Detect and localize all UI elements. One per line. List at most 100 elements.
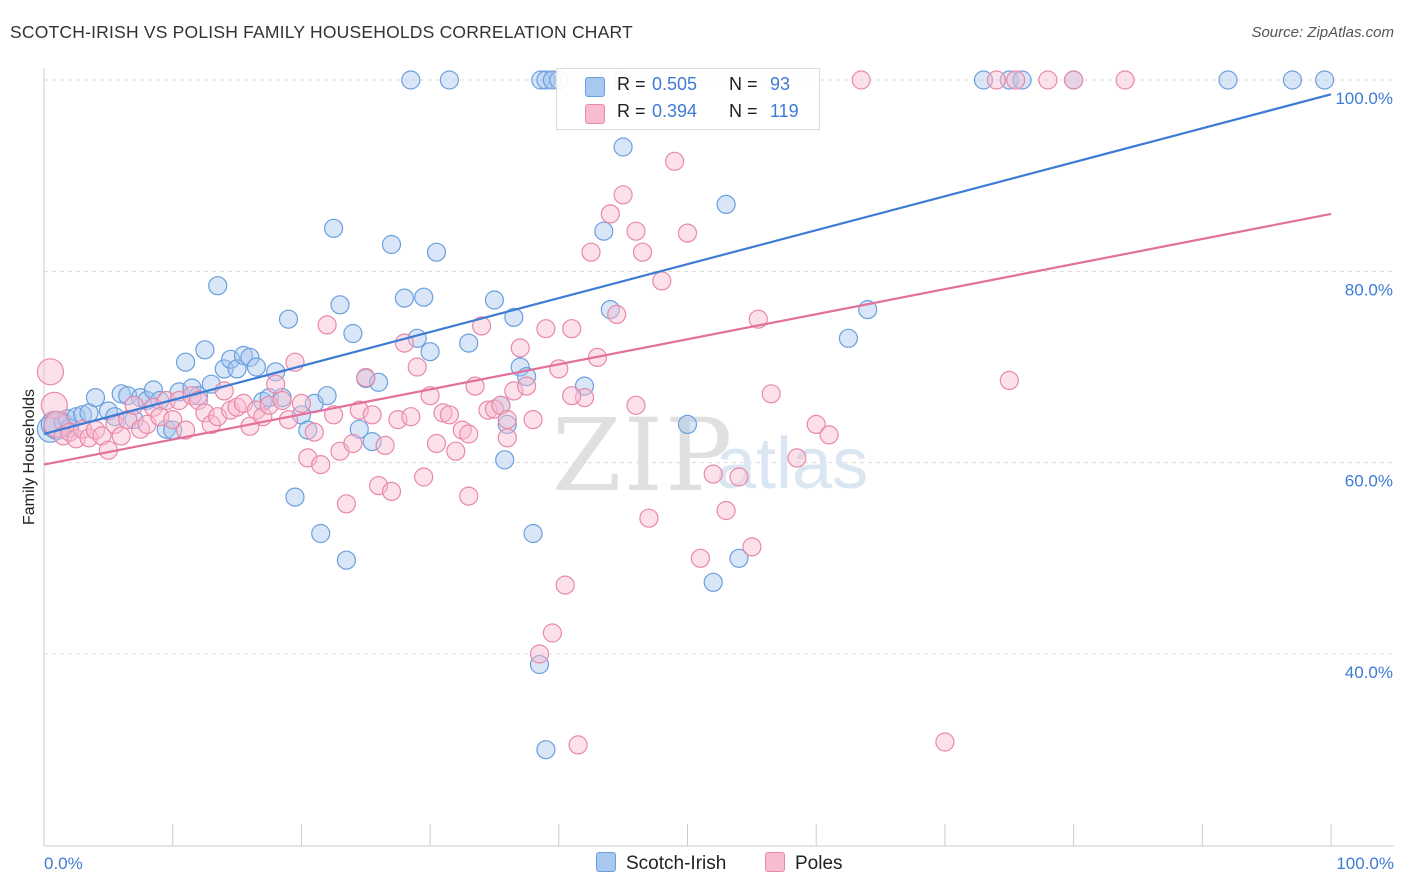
point-scotch-irish-53 xyxy=(381,234,402,255)
point-poles-111 xyxy=(1115,70,1135,90)
point-poles-9 xyxy=(92,426,112,446)
point-poles-42 xyxy=(304,422,324,442)
bottom-legend-label-poles: Poles xyxy=(795,853,843,874)
point-scotch-irish-57 xyxy=(414,287,434,307)
bottom-legend-label-scotch-irish: Scotch-Irish xyxy=(626,853,727,874)
legend-swatch-poles xyxy=(585,104,605,124)
watermark-zip: ZIP xyxy=(552,397,734,514)
point-poles-106 xyxy=(851,70,871,90)
point-poles-105 xyxy=(819,425,839,445)
point-poles-95 xyxy=(677,223,698,243)
x-tick-label-max: 100.0% xyxy=(1336,854,1394,873)
bottom-legend-scotch-irish: Scotch-Irish xyxy=(596,852,726,875)
point-scotch-irish-58 xyxy=(420,342,440,362)
point-poles-75 xyxy=(516,376,537,396)
trend-lines xyxy=(43,93,1332,466)
chart-title: SCOTCH-IRISH VS POLISH FAMILY HOUSEHOLDS… xyxy=(10,22,633,42)
point-poles-116 xyxy=(497,410,517,430)
point-scotch-irish-66 xyxy=(504,307,524,327)
point-scotch-irish-49 xyxy=(349,419,369,439)
point-scotch-irish-79 xyxy=(613,137,633,157)
point-poles-108 xyxy=(1006,70,1026,90)
legend-r-value-poles: 0.394 xyxy=(652,101,698,121)
point-poles-2 xyxy=(43,410,71,438)
point-poles-91 xyxy=(632,242,653,262)
point-poles-82 xyxy=(562,319,582,339)
point-poles-102 xyxy=(761,384,781,404)
point-scotch-irish-87 xyxy=(1012,70,1032,90)
x-tick-marks xyxy=(43,824,1332,846)
point-poles-72 xyxy=(497,428,517,448)
point-poles-114 xyxy=(626,395,646,415)
point-poles-87 xyxy=(600,204,620,224)
point-poles-37 xyxy=(272,390,292,411)
legend-r-label: R = xyxy=(617,101,646,121)
point-scotch-irish-90 xyxy=(1314,70,1335,90)
point-poles-12 xyxy=(111,426,131,446)
point-poles-83 xyxy=(568,735,588,755)
point-poles-43 xyxy=(311,455,331,475)
grid-lines xyxy=(44,79,1394,655)
point-scotch-irish-12 xyxy=(111,384,131,404)
point-scotch-irish-64 xyxy=(495,450,515,470)
point-scotch-irish-70 xyxy=(529,654,550,675)
point-poles-44 xyxy=(317,315,337,335)
point-poles-113 xyxy=(935,732,955,752)
point-poles-64 xyxy=(446,441,466,461)
point-poles-51 xyxy=(362,405,382,425)
point-scotch-irish-60 xyxy=(439,70,459,90)
trend-line-scotch-irish xyxy=(43,93,1332,436)
point-scotch-irish-44 xyxy=(317,386,337,406)
point-scotch-irish-46 xyxy=(330,295,350,315)
point-poles-99 xyxy=(729,467,749,487)
point-poles-98 xyxy=(716,500,736,521)
axes xyxy=(43,68,1394,847)
legend-n-value-poles: 119 xyxy=(770,101,799,121)
point-poles-25 xyxy=(195,403,215,423)
point-poles-50 xyxy=(356,367,376,388)
point-scotch-irish-62 xyxy=(484,290,504,310)
point-scotch-irish-17 xyxy=(143,380,163,400)
point-scotch-irish-71 xyxy=(536,740,556,760)
point-poles-20 xyxy=(163,410,183,430)
legend-n-label: N = xyxy=(729,74,758,94)
point-poles-61 xyxy=(426,433,447,454)
y-axis-label: Family Households xyxy=(21,389,38,525)
scatter-points xyxy=(36,70,1335,760)
point-scotch-irish-55 xyxy=(401,70,421,90)
point-poles-110 xyxy=(1063,70,1084,90)
point-poles-40 xyxy=(291,393,311,413)
point-poles-112 xyxy=(999,370,1019,390)
legend-swatch-scotch-irish xyxy=(585,77,605,97)
point-poles-58 xyxy=(407,357,427,377)
point-scotch-irish-25 xyxy=(195,340,215,360)
y-tick-label-60: 60.0% xyxy=(1345,472,1393,491)
point-poles-57 xyxy=(401,407,421,427)
x-tick-label-min: 0.0% xyxy=(44,854,83,873)
point-scotch-irish-19 xyxy=(156,419,176,439)
point-poles-13 xyxy=(118,410,138,430)
point-scotch-irish-9 xyxy=(85,388,106,408)
point-poles-104 xyxy=(806,414,826,434)
point-poles-71 xyxy=(491,395,511,415)
point-poles-76 xyxy=(523,410,543,430)
y-tick-label-100: 100.0% xyxy=(1335,89,1393,108)
legend-r-value-scotch-irish: 0.505 xyxy=(652,74,698,94)
point-scotch-irish-89 xyxy=(1218,70,1238,90)
point-scotch-irish-33 xyxy=(246,357,266,377)
point-scotch-irish-39 xyxy=(285,487,305,507)
point-poles-92 xyxy=(639,508,659,528)
bottom-legend: Scotch-Irish Poles xyxy=(0,852,1406,878)
y-tick-label-80: 80.0% xyxy=(1345,280,1393,299)
legend-n-value-scotch-irish: 93 xyxy=(770,74,791,94)
point-scotch-irish-22 xyxy=(176,352,196,372)
point-poles-100 xyxy=(742,537,762,557)
point-poles-59 xyxy=(414,467,434,487)
point-poles-26 xyxy=(201,414,221,434)
point-poles-88 xyxy=(607,304,627,324)
point-poles-109 xyxy=(1038,70,1058,90)
point-poles-85 xyxy=(581,242,601,262)
point-scotch-irish-54 xyxy=(394,288,414,308)
y-tick-label-40: 40.0% xyxy=(1345,663,1393,682)
